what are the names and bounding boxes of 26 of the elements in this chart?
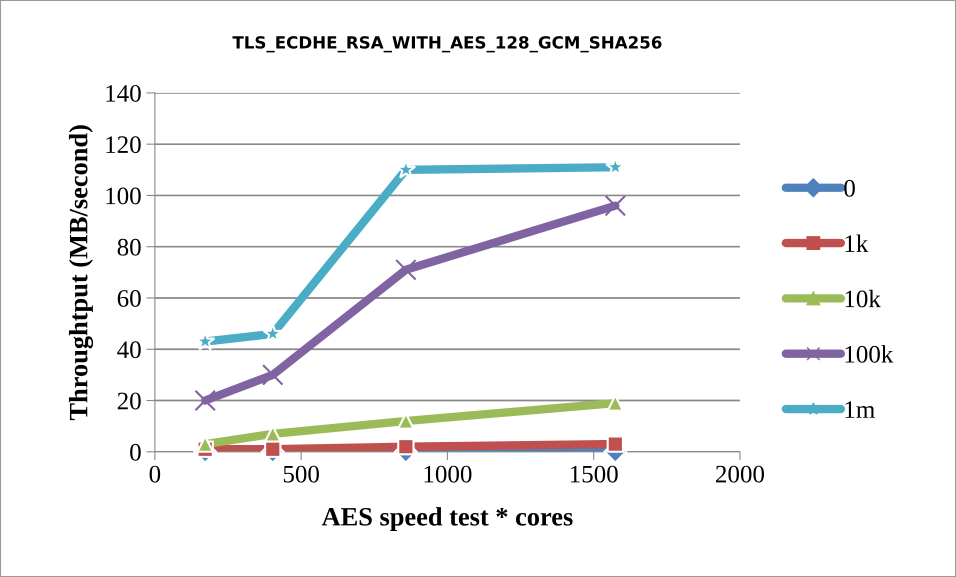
y-tick-label: 120 (106, 136, 141, 154)
point (264, 440, 282, 458)
y-tick-label: 140 (106, 84, 141, 102)
legend-label: 0 (844, 180, 855, 197)
y-tick-label: 100 (106, 187, 141, 204)
y-tick-label: 80 (118, 238, 141, 256)
y-tick-label: 40 (117, 341, 141, 358)
x-tick-label: 500 (284, 466, 319, 483)
legend-label: 100k (846, 345, 894, 363)
legend-label: 1k (846, 234, 868, 252)
point (395, 259, 417, 281)
y-tick-label: 20 (118, 392, 141, 410)
y-axis-title: Throughtput (MB/second) (68, 125, 94, 420)
y-tick-label: 60 (118, 290, 141, 307)
y-tick-label: 0 (130, 444, 141, 461)
legend-label: 10k (846, 290, 881, 308)
chart-title: TLS_ECDHE_RSA_WITH_AES_128_GCM_SHA256 (232, 36, 662, 52)
legend-label: 1m (846, 401, 875, 418)
point (194, 390, 216, 412)
point (262, 364, 284, 386)
x-axis-title: AES speed test * cores (322, 507, 573, 532)
x-tick-label: 1000 (424, 466, 472, 483)
x-tick-label: 0 (150, 466, 160, 483)
x-tick-label: 1500 (570, 466, 618, 483)
x-tick-label: 2000 (716, 466, 764, 483)
point (604, 194, 626, 216)
